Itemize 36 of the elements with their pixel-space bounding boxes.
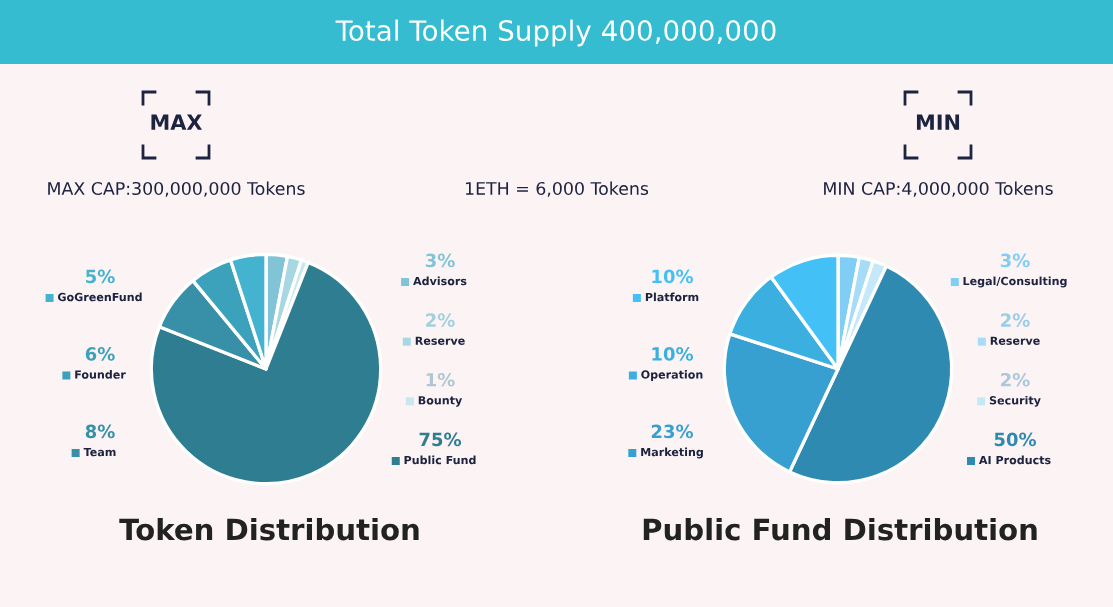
text: MIN CAP:4,000,000 Tokens bbox=[824, 181, 1053, 197]
data-label: 1% bbox=[426, 372, 455, 387]
data-label: 2% bbox=[1001, 372, 1030, 387]
legend-label: Operation bbox=[641, 370, 703, 381]
legend-label: Platform bbox=[645, 292, 699, 302]
legend-label: AI Products bbox=[978, 455, 1051, 465]
legend-label: Marketing bbox=[641, 447, 703, 459]
text: MAX bbox=[151, 114, 203, 130]
legend-label: Advisors bbox=[413, 276, 467, 286]
legend-label: Bounty bbox=[418, 396, 463, 407]
text: MAX CAP:300,000,000 Tokens bbox=[48, 181, 305, 197]
legend-label: GoGreenFund bbox=[57, 292, 142, 302]
data-label: 50% bbox=[994, 432, 1037, 447]
text: Public Fund Distribution bbox=[643, 517, 1037, 541]
legend-label: Founder bbox=[75, 370, 126, 379]
legend-label: Security bbox=[989, 395, 1041, 407]
data-label: 2% bbox=[426, 313, 455, 327]
text: Token Distribution bbox=[119, 517, 419, 541]
text: MIN bbox=[916, 114, 960, 130]
data-label: 23% bbox=[651, 424, 694, 439]
data-label: 6% bbox=[85, 347, 115, 361]
data-label: 5% bbox=[86, 269, 115, 284]
data-label: 10% bbox=[652, 269, 694, 284]
legend-label: Public Fund bbox=[404, 455, 476, 465]
data-label: 2% bbox=[1001, 313, 1030, 327]
legend-label: Legal/Consulting bbox=[963, 276, 1067, 288]
data-label: 3% bbox=[425, 253, 455, 268]
data-label: 3% bbox=[1000, 253, 1030, 268]
data-label: 8% bbox=[85, 424, 115, 439]
legend-label: Team bbox=[83, 447, 116, 457]
text: Total Token Supply 400,000,000 bbox=[335, 19, 776, 47]
legend-label: Reserve bbox=[415, 336, 465, 345]
data-label: 10% bbox=[652, 347, 694, 361]
data-label: 75% bbox=[419, 432, 462, 447]
text: 1ETH = 6,000 Tokens bbox=[465, 181, 649, 197]
legend-label: Reserve bbox=[990, 336, 1040, 345]
